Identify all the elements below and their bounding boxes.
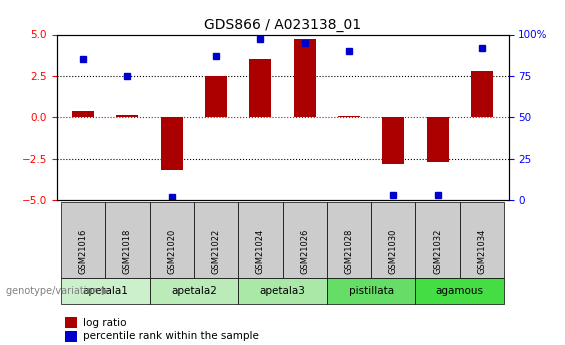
Text: GSM21016: GSM21016 [79,229,88,274]
Bar [382,117,405,164]
Text: apetala2: apetala2 [171,286,217,296]
Text: GSM21024: GSM21024 [256,229,265,274]
Text: GSM21030: GSM21030 [389,229,398,274]
Text: genotype/variation ▶: genotype/variation ▶ [6,286,109,296]
Text: GSM21026: GSM21026 [300,229,309,274]
Bar [116,115,138,117]
Text: GSM21028: GSM21028 [345,229,354,274]
Bar [471,71,493,117]
Bar [427,117,449,162]
Text: agamous: agamous [436,286,484,296]
Text: GSM21034: GSM21034 [477,229,486,274]
Text: apetala3: apetala3 [259,286,306,296]
Bar [72,111,94,117]
Text: apetala1: apetala1 [82,286,128,296]
Bar [205,76,227,117]
Text: GSM21020: GSM21020 [167,229,176,274]
Title: GDS866 / A023138_01: GDS866 / A023138_01 [204,18,361,32]
Text: pistillata: pistillata [349,286,394,296]
Bar [160,117,183,170]
Bar [294,39,316,117]
Text: GSM21022: GSM21022 [211,229,220,274]
Bar [249,59,271,117]
Text: GSM21032: GSM21032 [433,229,442,274]
Bar [338,116,360,117]
Text: GSM21018: GSM21018 [123,229,132,274]
Text: log ratio: log ratio [83,318,127,327]
Text: percentile rank within the sample: percentile rank within the sample [83,332,259,341]
